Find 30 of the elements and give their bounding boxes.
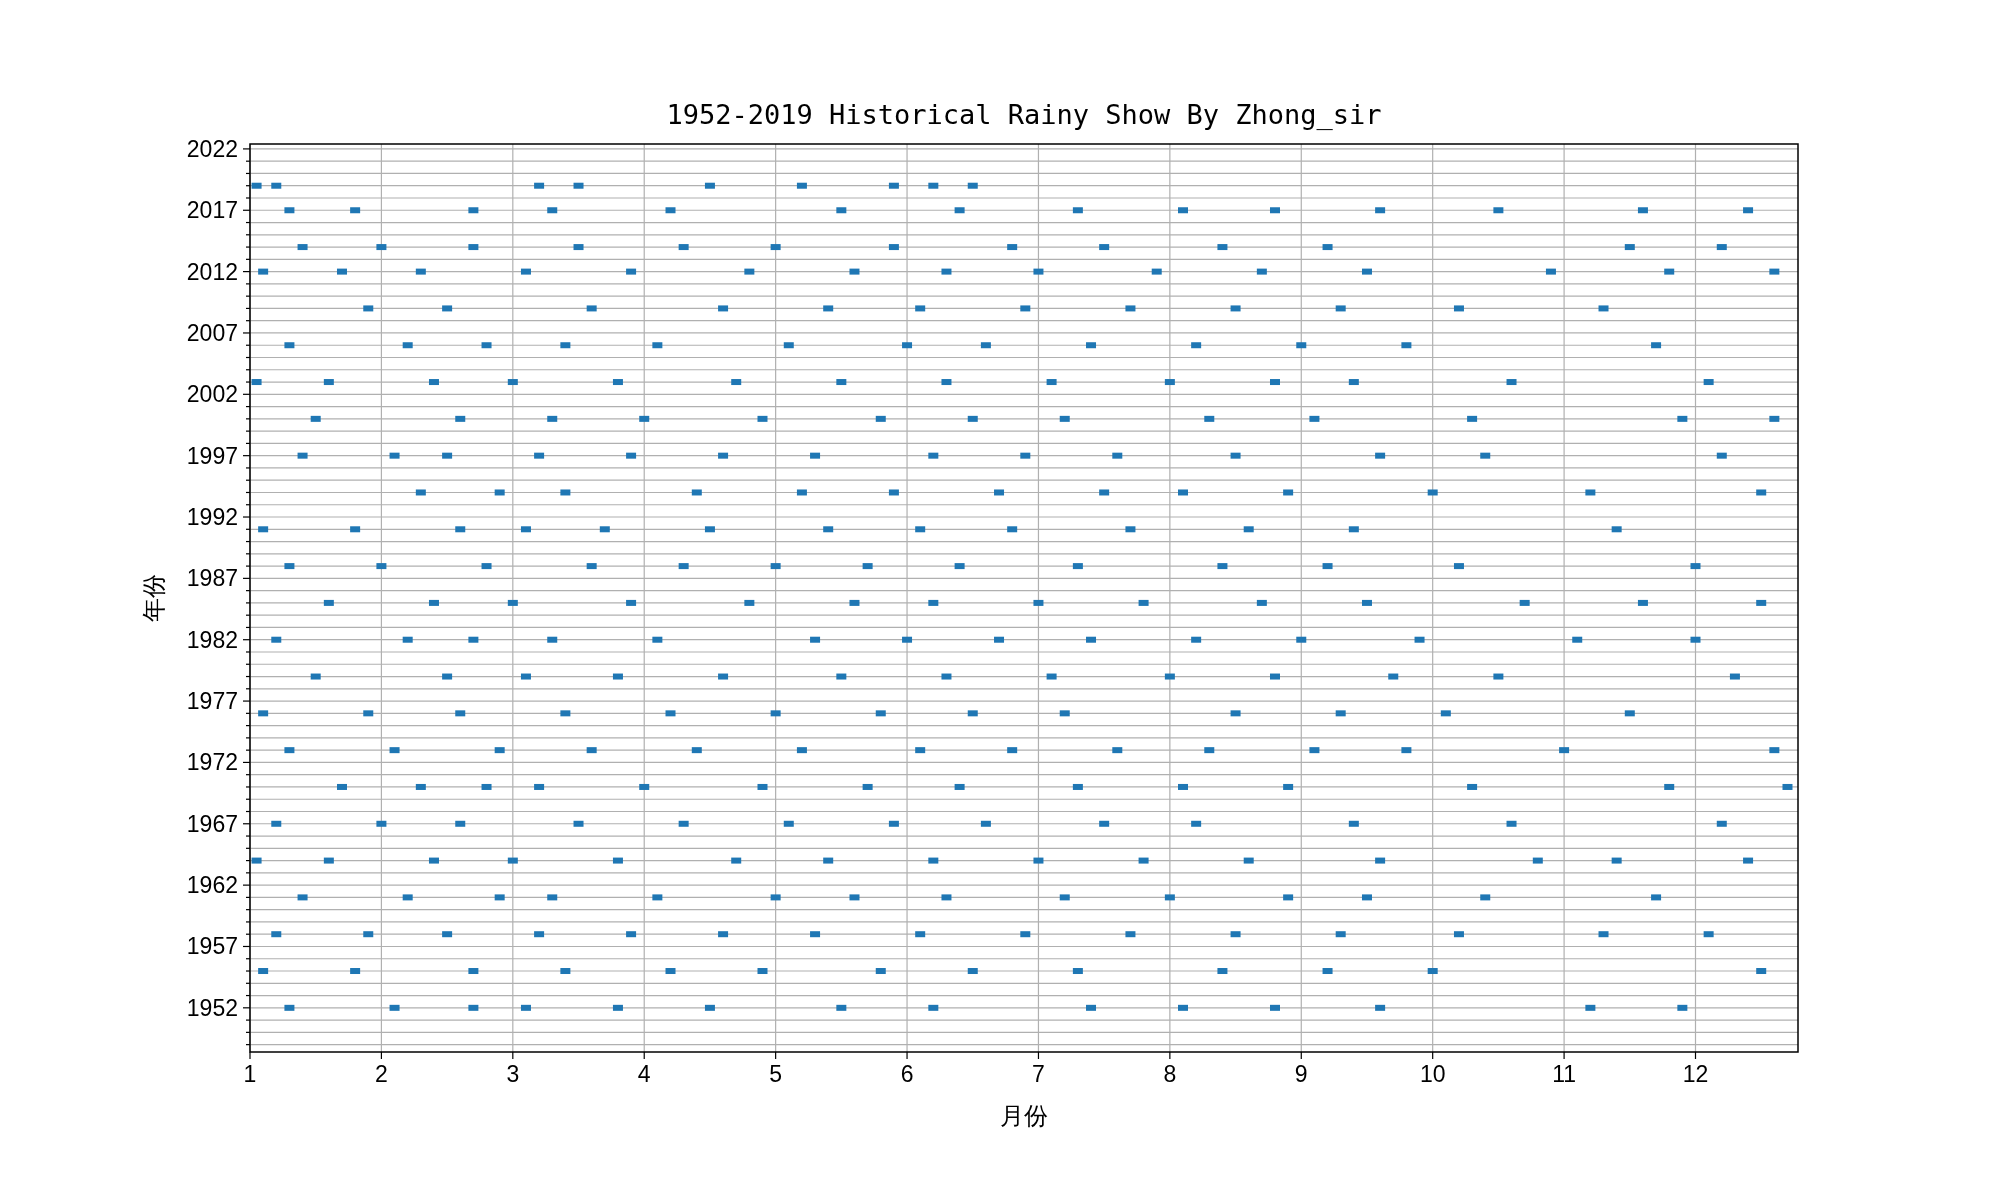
y-tick-label: 1967 xyxy=(186,810,238,837)
title: 1952-2019 Historical Rainy Show By Zhong_sir xyxy=(666,99,1382,130)
y-tick-label: 1982 xyxy=(186,626,238,653)
y-tick-label: 1987 xyxy=(186,565,238,592)
x-tick-label: 1 xyxy=(243,1061,257,1087)
x-tick-label: 10 xyxy=(1419,1061,1446,1087)
y-tick-label: 2012 xyxy=(186,258,238,285)
x-tick-label: 3 xyxy=(506,1061,520,1087)
ylabel: 年份 xyxy=(140,574,167,622)
xlabel: 月份 xyxy=(1000,1102,1048,1129)
y-tick-label: 1992 xyxy=(186,504,238,531)
y-tick-label: 1952 xyxy=(186,994,238,1021)
x-tick-label: 11 xyxy=(1552,1061,1577,1087)
x-tick-label: 8 xyxy=(1163,1061,1177,1087)
y-tick-label: 1972 xyxy=(186,749,238,776)
y-tick-label: 1962 xyxy=(186,872,238,899)
x-tick-label: 4 xyxy=(637,1061,651,1087)
x-tick-label: 5 xyxy=(769,1061,783,1087)
y-tick-label: 2007 xyxy=(186,319,238,346)
x-tick-label: 2 xyxy=(375,1061,388,1087)
x-tick-label: 6 xyxy=(900,1061,914,1087)
y-tick-label: 2002 xyxy=(186,381,238,408)
y-tick-label: 2017 xyxy=(186,197,238,224)
x-tick-label: 12 xyxy=(1682,1061,1709,1087)
y-tick-label: 2022 xyxy=(186,135,238,162)
y-tick-label: 1997 xyxy=(186,442,238,469)
y-tick-label: 1977 xyxy=(186,688,238,715)
x-tick-label: 7 xyxy=(1032,1061,1045,1087)
y-tick-label: 1957 xyxy=(186,933,238,960)
x-tick-label: 9 xyxy=(1294,1061,1308,1087)
